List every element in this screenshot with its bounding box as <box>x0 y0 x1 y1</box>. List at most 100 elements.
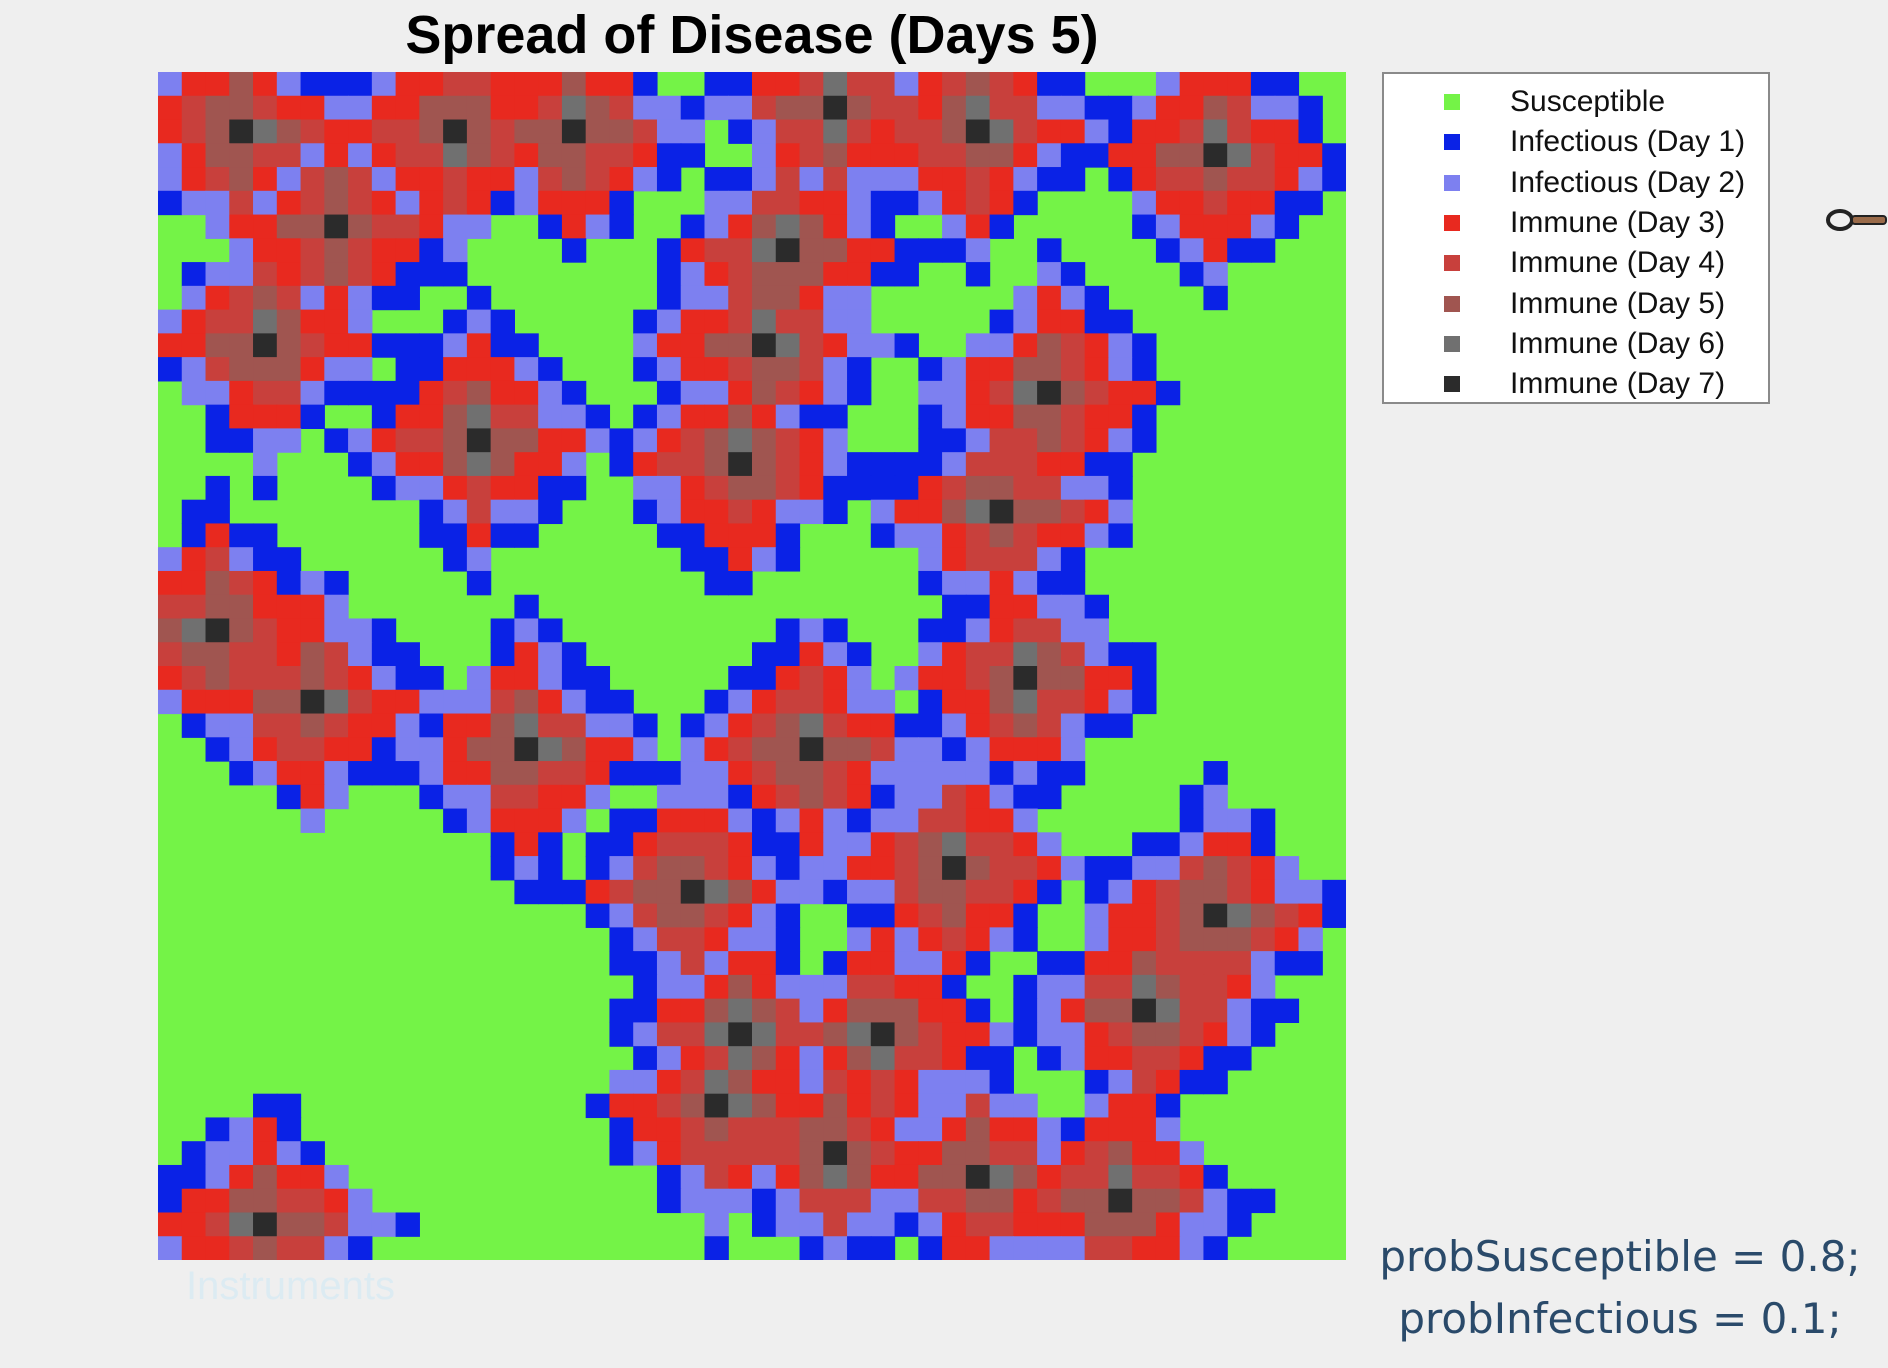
heatmap-cell-r6 <box>728 998 753 1023</box>
heatmap-cell-i1 <box>585 404 611 429</box>
heatmap-cell-i1 <box>1298 190 1323 216</box>
heatmap-cell-r3 <box>870 1117 896 1142</box>
heatmap-cell-r5 <box>1203 95 1228 121</box>
heatmap-cell-r4 <box>253 262 278 287</box>
heatmap-cell-r3 <box>181 547 207 572</box>
heatmap-cell-r3 <box>728 856 753 881</box>
heatmap-cell-r3 <box>847 1069 872 1095</box>
heatmap-cell-r5 <box>253 1236 278 1260</box>
heatmap-cell-r4 <box>894 119 919 144</box>
heatmap-cell-i1 <box>633 309 658 334</box>
heatmap-cell-r3 <box>324 119 349 144</box>
heatmap-cell-i2 <box>466 689 492 715</box>
heatmap-cell-r4 <box>1155 903 1181 928</box>
heatmap-cell-i1 <box>1274 72 1300 97</box>
heatmap-cell-r5 <box>490 713 515 738</box>
heatmap-cell-i1 <box>300 404 325 429</box>
heatmap-cell-r3 <box>181 1188 207 1214</box>
heatmap-cell-i2 <box>1155 1117 1181 1142</box>
heatmap-cell-r5 <box>894 1022 919 1047</box>
heatmap-cell-r3 <box>253 594 278 620</box>
heatmap-cell-i2 <box>704 95 729 121</box>
heatmap-cell-i1 <box>490 856 515 881</box>
heatmap-cell-r5 <box>918 1164 943 1190</box>
heatmap-cell-r3 <box>752 951 777 976</box>
heatmap-cell-r3 <box>561 784 587 810</box>
heatmap-cell-i1 <box>1037 951 1062 976</box>
heatmap-cell-r4 <box>680 452 706 477</box>
heatmap-cell-r3 <box>443 357 468 382</box>
heatmap-cell-i1 <box>704 689 729 715</box>
heatmap-cell-r7 <box>823 95 848 121</box>
heatmap-cell-r6 <box>1227 143 1252 168</box>
heatmap-cell-i1 <box>847 452 872 477</box>
heatmap-cell-i2 <box>823 832 848 857</box>
heatmap-cell-i1 <box>561 879 587 905</box>
heatmap-cell-r3 <box>514 642 539 667</box>
heatmap-cell-r5 <box>847 95 872 121</box>
heatmap-cell-r4 <box>656 1093 682 1119</box>
watermark-text: Instruments <box>186 1264 395 1308</box>
heatmap-cell-i2 <box>752 167 777 192</box>
heatmap-cell-i2 <box>443 238 468 263</box>
heatmap-cell-i1 <box>561 380 587 406</box>
heatmap-cell-r3 <box>1013 72 1038 97</box>
heatmap-cell-r5 <box>253 689 278 715</box>
heatmap-cell-i2 <box>1179 1236 1205 1260</box>
heatmap-cell-i1 <box>538 879 563 905</box>
heatmap-cell-r4 <box>1084 1236 1109 1260</box>
heatmap-cell-r3 <box>348 119 373 144</box>
heatmap-cell-r3 <box>1013 143 1038 168</box>
heatmap-cell-i2 <box>205 262 230 287</box>
heatmap-cell-i2 <box>823 285 848 311</box>
heatmap-cell-r7 <box>728 1022 753 1047</box>
heatmap-cell-i2 <box>514 357 539 382</box>
heatmap-cell-r3 <box>229 380 254 406</box>
heatmap-cell-i2 <box>229 1117 254 1142</box>
heatmap-cell-r5 <box>253 1164 278 1190</box>
heatmap-cell-r4 <box>490 689 515 715</box>
heatmap-cell-r3 <box>371 238 397 263</box>
heatmap-cell-i2 <box>870 499 896 525</box>
heatmap-cell-r5 <box>823 737 848 762</box>
heatmap-cell-i2 <box>1037 1236 1062 1260</box>
heatmap-cell-r4 <box>443 167 468 192</box>
heatmap-cell-r5 <box>1060 1188 1086 1214</box>
heatmap-cell-i2 <box>324 1164 349 1190</box>
heatmap-cell-r4 <box>276 285 302 311</box>
heatmap-cell-r3 <box>1084 333 1109 358</box>
heatmap-cell-r5 <box>752 380 777 406</box>
heatmap-cell-r5 <box>1155 1022 1181 1047</box>
heatmap-cell-r4 <box>300 1188 325 1214</box>
heatmap-cell-i1 <box>371 737 397 762</box>
heatmap-cell-r3 <box>633 1117 658 1142</box>
heatmap-cell-i2 <box>609 903 634 928</box>
heatmap-cell-r3 <box>728 761 753 786</box>
heatmap-cell-i2 <box>870 1212 896 1237</box>
heatmap-cell-r4 <box>680 1022 706 1047</box>
heatmap-cell-r4 <box>1203 951 1228 976</box>
heatmap-cell-r3 <box>633 143 658 168</box>
heatmap-cell-i2 <box>1084 642 1109 667</box>
heatmap-cell-r4 <box>894 1046 919 1071</box>
heatmap-cell-r4 <box>775 475 801 501</box>
heatmap-cell-r3 <box>942 642 967 667</box>
heatmap-cell-r3 <box>419 214 444 239</box>
heatmap-cell-r4 <box>752 713 777 738</box>
heatmap-cell-i2 <box>823 974 848 1000</box>
heatmap-cell-r3 <box>870 856 896 881</box>
heatmap-cell-r3 <box>1037 309 1062 334</box>
heatmap-cell-r3 <box>894 1164 919 1190</box>
heatmap-cell-r4 <box>1060 404 1086 429</box>
heatmap-cell-r4 <box>371 214 397 239</box>
heatmap-cell-r4 <box>276 713 302 738</box>
heatmap-cell-r4 <box>704 1164 729 1190</box>
heatmap-cell-i1 <box>1013 927 1038 952</box>
heatmap-cell-r4 <box>1250 927 1276 952</box>
heatmap-cell-r5 <box>965 1141 991 1166</box>
heatmap-cell-i2 <box>965 737 991 762</box>
heatmap-cell-r4 <box>894 879 919 905</box>
heatmap-cell-r4 <box>965 832 991 857</box>
heatmap-cell-r3 <box>918 927 943 952</box>
heatmap-cell-i2 <box>704 784 729 810</box>
